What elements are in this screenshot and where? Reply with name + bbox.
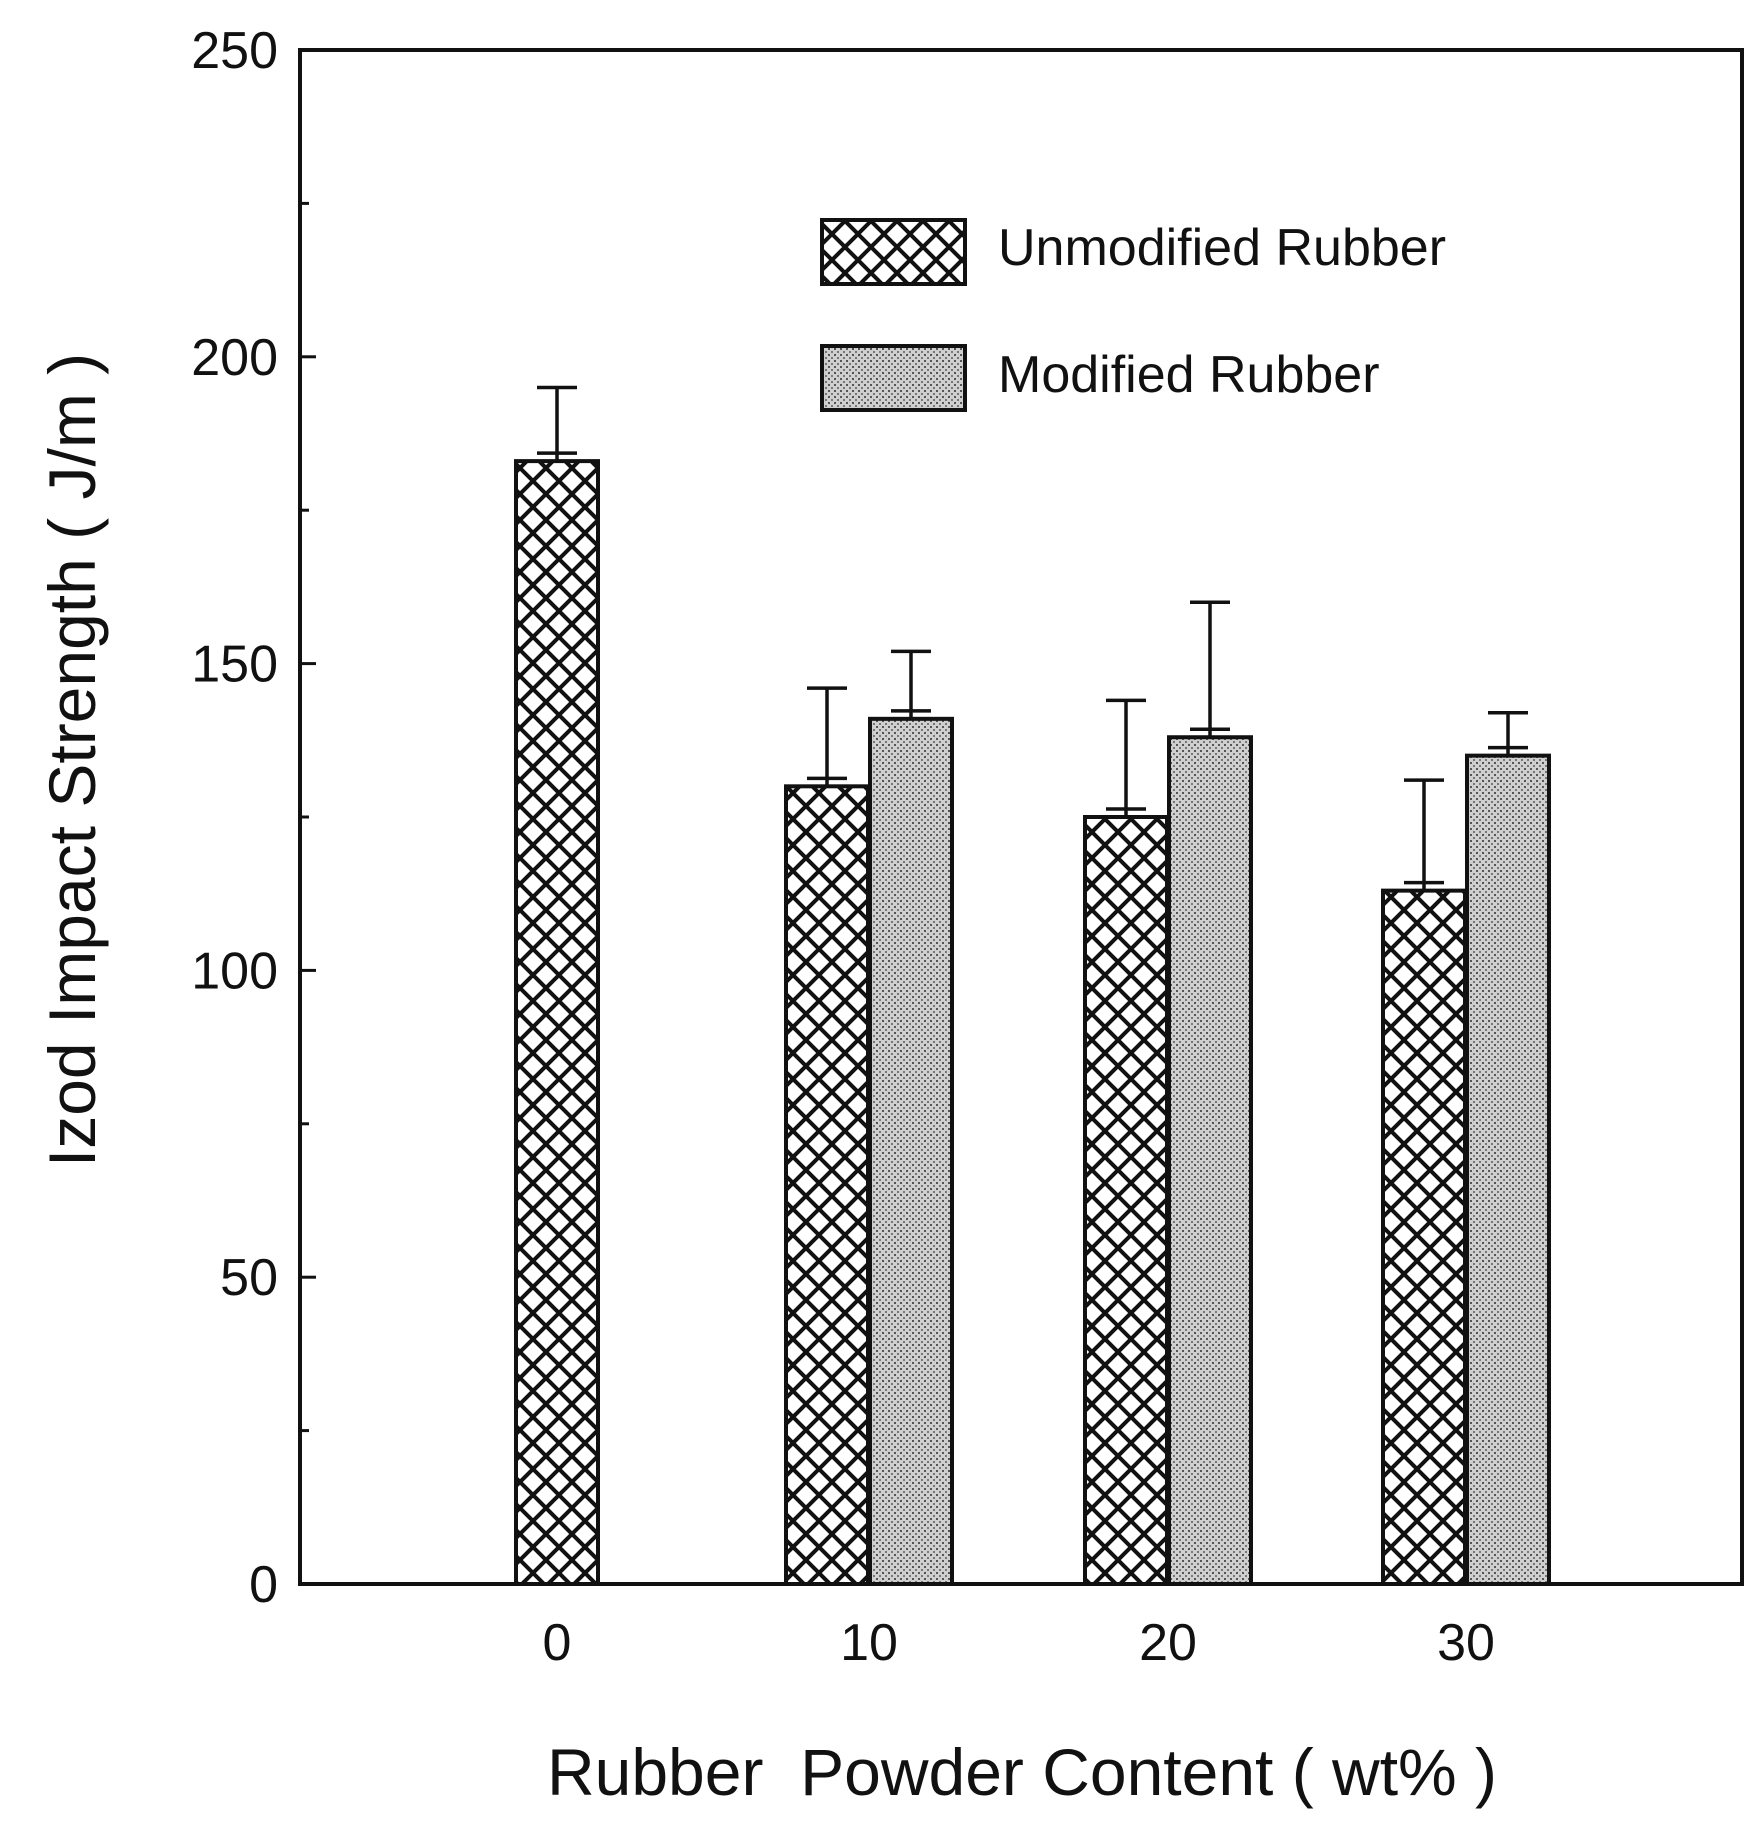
x-tick-label: 20 [1139,1614,1197,1672]
y-axis-title: Izod Impact Strength ( J/m ) [35,353,109,1167]
bar-modified [1465,753,1551,1586]
bars-group [514,459,1551,1586]
bar-unmodified [1381,888,1467,1586]
y-tick-label: 0 [249,1556,278,1614]
bar-unmodified [1083,815,1169,1586]
y-tick-label: 250 [191,22,278,80]
bar-modified [1167,735,1253,1586]
legend: Unmodified Rubber Modified Rubber [820,218,1446,412]
y-tick-label: 200 [191,329,278,387]
legend-label-unmodified: Unmodified Rubber [998,219,1446,277]
y-tick-label: 50 [220,1249,278,1307]
legend-swatch-modified [820,344,967,412]
x-tick-label: 30 [1437,1614,1495,1672]
y-tick-label: 100 [191,942,278,1000]
x-tick-label: 0 [543,1614,572,1672]
y-tick-label: 150 [191,636,278,694]
bar-modified [868,716,954,1586]
y-axis-ticks: 0 50 100 150 200 250 [191,22,316,1614]
legend-swatch-unmodified [820,218,967,286]
x-tick-label: 10 [840,1614,898,1672]
x-axis-title: Rubber Powder Content ( wt% ) [547,1735,1497,1809]
bar-unmodified [784,784,870,1586]
legend-label-modified: Modified Rubber [998,346,1380,404]
x-axis-ticks: 0 10 20 30 [543,1614,1495,1672]
bar-unmodified [514,459,600,1586]
error-bars-group [537,385,1528,891]
